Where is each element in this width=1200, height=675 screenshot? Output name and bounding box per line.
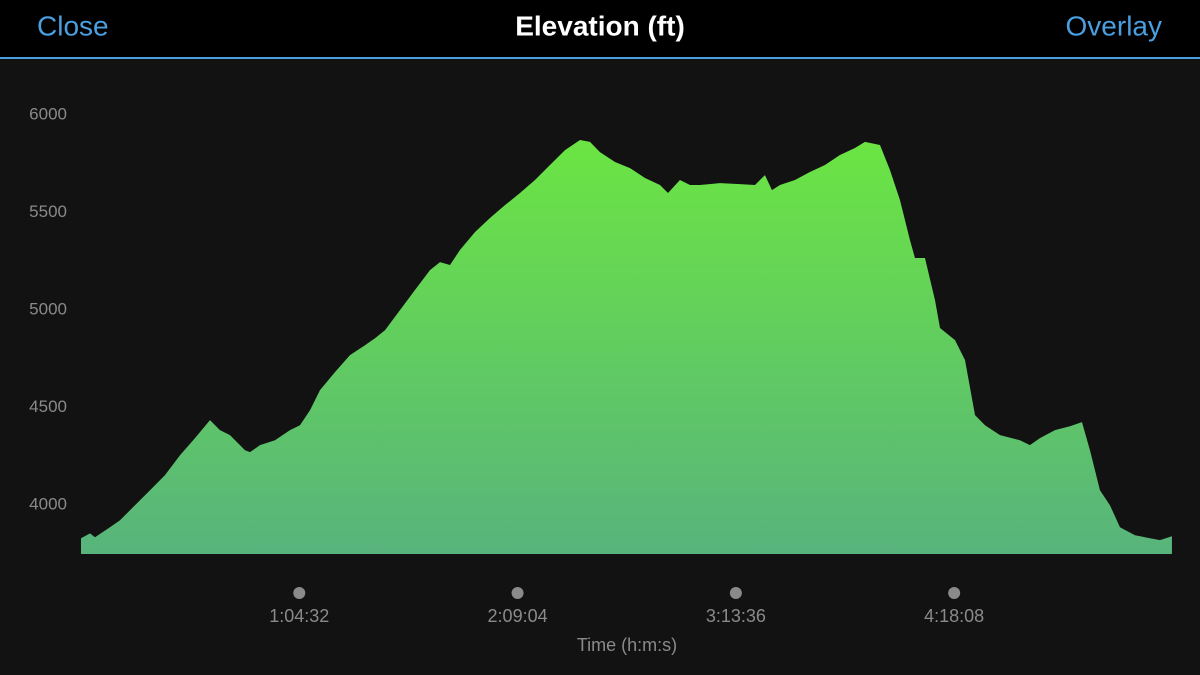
x-tick-dot (293, 587, 306, 599)
x-tick-dot (948, 587, 961, 599)
x-tick-dot (729, 587, 742, 599)
x-axis-title: Time (h:m:s) (577, 635, 677, 655)
x-tick-label: 1:04:32 (269, 606, 329, 626)
x-tick-dot (511, 587, 524, 599)
x-tick-label: 3:13:36 (706, 606, 766, 626)
header-bar (0, 0, 1200, 57)
overlay-button[interactable]: Overlay (1066, 10, 1162, 41)
close-button[interactable]: Close (37, 10, 109, 41)
y-tick-label: 6000 (29, 104, 67, 123)
x-tick-label: 2:09:04 (488, 606, 548, 626)
y-tick-label: 5000 (29, 300, 67, 319)
y-tick-label: 5500 (29, 202, 67, 221)
x-tick-label: 4:18:08 (924, 606, 984, 626)
y-tick-label: 4500 (29, 397, 67, 416)
elevation-area (81, 139, 1172, 554)
chart-title: Elevation (ft) (515, 10, 685, 41)
y-tick-label: 4000 (29, 495, 67, 514)
